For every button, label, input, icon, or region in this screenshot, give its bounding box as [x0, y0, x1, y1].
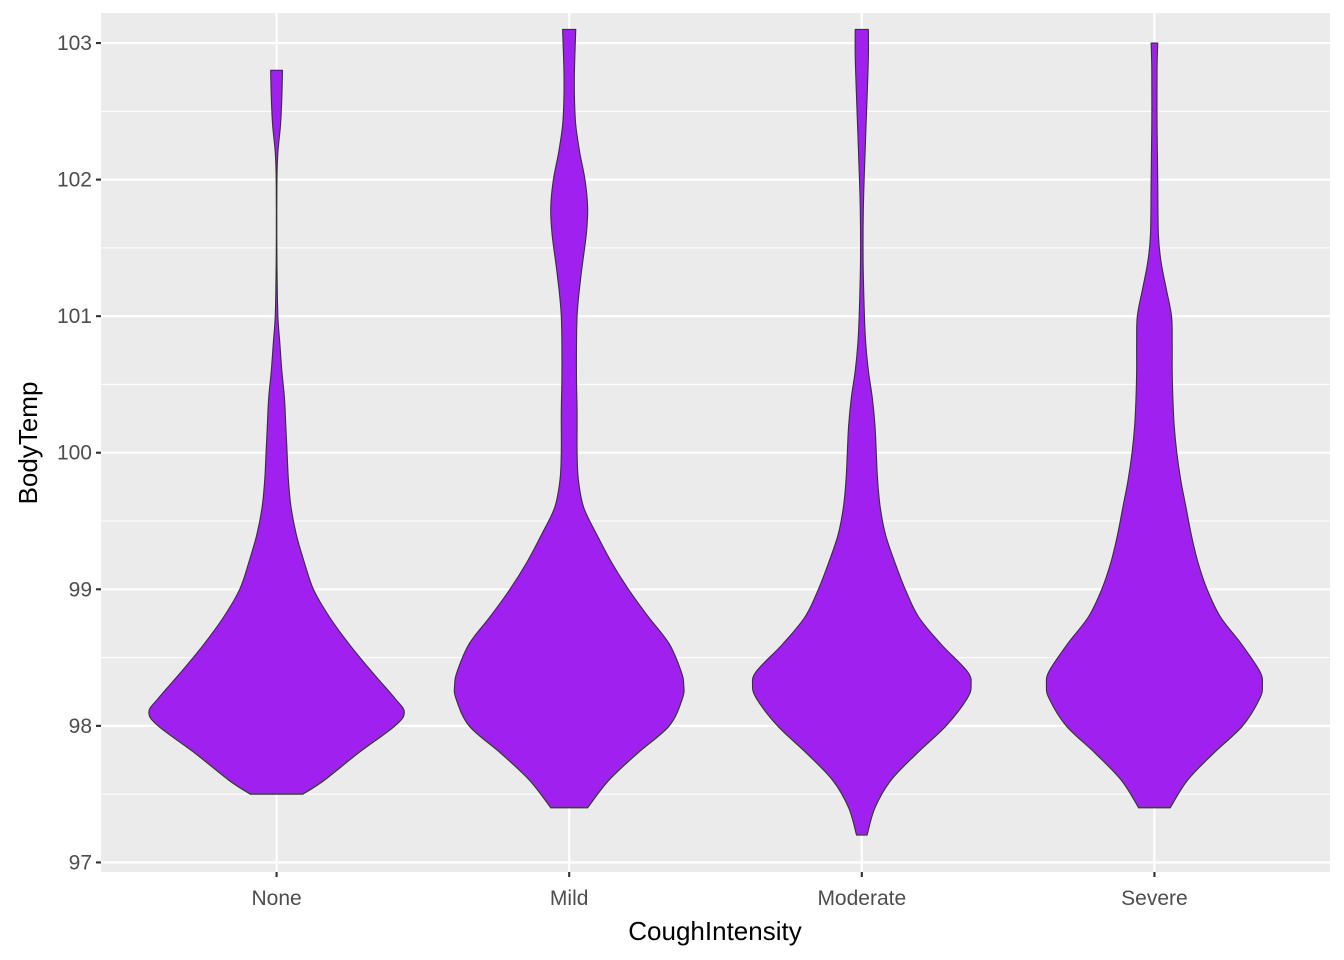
x-tick-label: Moderate — [817, 887, 906, 910]
violin-moderate — [751, 28, 972, 836]
y-tick-label: 101 — [57, 305, 92, 328]
x-axis-title: CoughIntensity — [628, 916, 801, 946]
y-axis: 97 98 99 100 101 102 103 — [57, 32, 101, 874]
y-tick-label: 103 — [57, 32, 92, 55]
y-tick-label: 102 — [57, 169, 92, 192]
violins-layer — [148, 28, 1264, 836]
x-tick-label: None — [251, 887, 301, 910]
x-tick-label: Mild — [550, 887, 589, 910]
x-axis: None Mild Moderate Severe — [251, 872, 1188, 910]
y-tick-label: 98 — [69, 715, 92, 738]
x-tick-label: Severe — [1121, 887, 1188, 910]
y-axis-title: BodyTemp — [13, 382, 43, 505]
y-tick-label: 97 — [69, 851, 92, 874]
violin-none — [148, 69, 405, 795]
violin-mild — [453, 28, 685, 809]
y-tick-label: 100 — [57, 442, 92, 465]
y-tick-label: 99 — [69, 578, 92, 601]
violin-severe — [1045, 42, 1264, 809]
